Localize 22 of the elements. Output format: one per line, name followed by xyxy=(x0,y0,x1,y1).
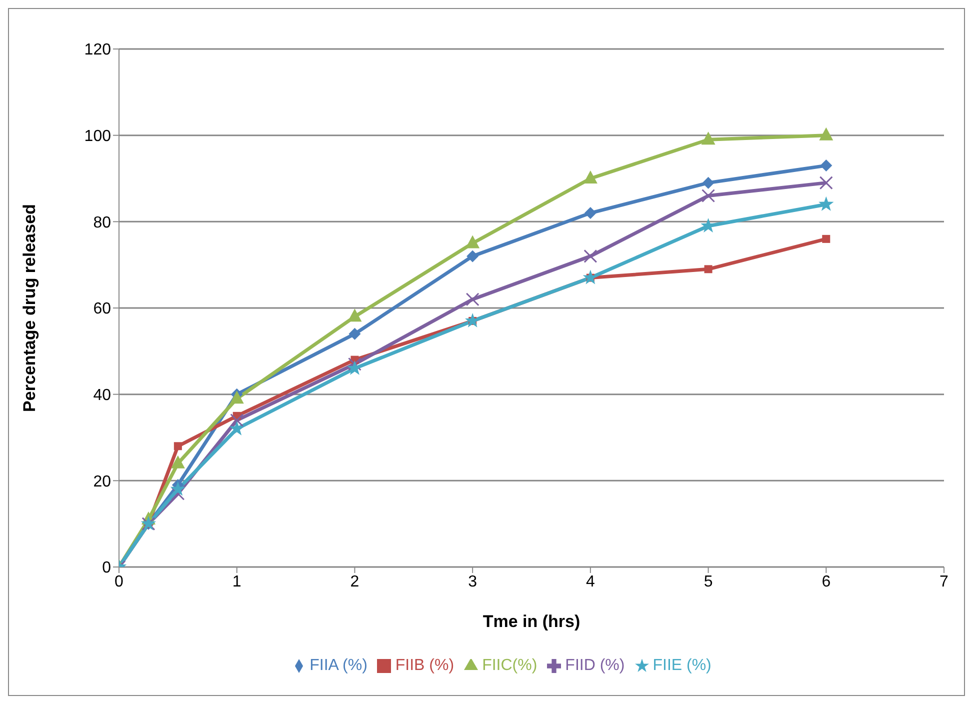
y-tick-label: 40 xyxy=(93,387,112,404)
y-tick-label: 0 xyxy=(102,560,112,577)
x-axis-title: Tme in (hrs) xyxy=(482,612,580,631)
y-tick-label: 20 xyxy=(93,473,112,490)
y-axis-title: Percentage drug released xyxy=(20,204,40,412)
y-tick-label: 100 xyxy=(84,128,112,146)
x-tick-label: 1 xyxy=(232,573,242,590)
legend-label: FIIE (%) xyxy=(652,657,712,674)
legend-label: FIIC(%) xyxy=(482,657,538,674)
legend-label: FIID (%) xyxy=(565,657,625,674)
x-tick-label: 6 xyxy=(822,573,831,590)
legend-label: FIIA (%) xyxy=(310,657,368,674)
y-tick-label: 80 xyxy=(93,214,112,232)
x-tick-label: 3 xyxy=(468,573,478,590)
x-tick-label: 2 xyxy=(350,573,360,590)
y-tick-label: 60 xyxy=(93,300,112,318)
y-tick-label: 120 xyxy=(84,42,112,59)
x-tick-label: 4 xyxy=(586,573,595,590)
x-tick-label: 7 xyxy=(940,573,949,590)
legend-label: FIIB (%) xyxy=(395,657,454,674)
x-tick-label: 0 xyxy=(114,573,124,590)
x-tick-label: 5 xyxy=(704,573,713,590)
